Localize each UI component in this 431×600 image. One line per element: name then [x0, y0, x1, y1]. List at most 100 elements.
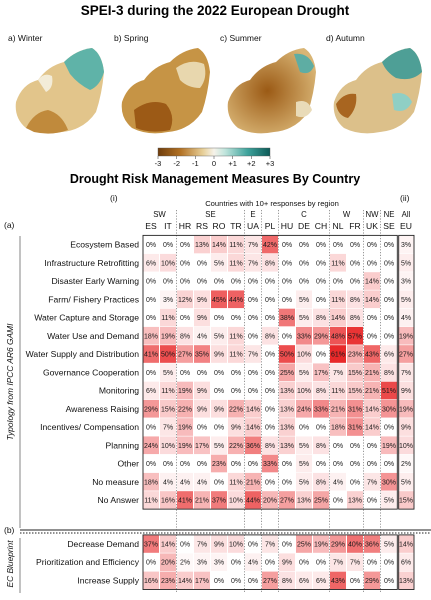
cell-value: 3% [401, 242, 411, 249]
cell-value: 29% [331, 542, 345, 549]
heatmap-cell [381, 381, 397, 400]
heatmap-cell [262, 454, 278, 473]
heatmap-cell [177, 253, 193, 272]
cell-value: 0% [282, 279, 292, 286]
colorbar-tick-label: -3 [155, 159, 162, 168]
heatmap-cell [279, 491, 295, 509]
heatmap-cell [245, 326, 261, 345]
heatmap-cell [228, 571, 244, 590]
heatmap-cell [364, 454, 380, 473]
heatmap-cell [347, 472, 363, 491]
heatmap-cell [347, 345, 363, 363]
heatmap-cell [347, 571, 363, 590]
cell-value: 7% [197, 542, 207, 549]
heatmap-cell [313, 553, 329, 571]
heatmap-cell [330, 535, 346, 553]
cell-value: 0% [299, 260, 309, 267]
heatmap-cell [381, 454, 397, 473]
blueprint-row-label: Prioritization and Efficiency [36, 557, 140, 567]
heatmap-cell [364, 363, 380, 382]
heatmap-cell [194, 571, 210, 590]
heatmap-cell [398, 345, 414, 363]
heatmap-cell [347, 381, 363, 400]
heatmap-cell [347, 553, 363, 571]
heatmap-cell [313, 454, 329, 473]
heatmap-cell [228, 253, 244, 272]
heatmap-cell [160, 571, 176, 590]
heatmap-cell [347, 535, 363, 553]
heatmap-cell [347, 436, 363, 455]
heatmap-cell [279, 326, 295, 345]
cell-value: 9% [214, 352, 224, 359]
cell-value: 0% [180, 315, 190, 322]
cell-value: 18% [144, 479, 158, 486]
heatmap-cell [194, 418, 210, 436]
heatmap-cell [364, 535, 380, 553]
heatmap-cell [143, 345, 159, 363]
cell-value: 0% [350, 461, 360, 468]
region-label: NE [384, 210, 395, 219]
heatmap-cell [381, 345, 397, 363]
cell-value: 19% [314, 542, 328, 549]
cell-value: 50% [280, 352, 294, 359]
cell-value: 5% [299, 461, 309, 468]
gami-row-label: Planning [106, 440, 140, 450]
cell-value: 4% [401, 315, 411, 322]
heatmap-cell [279, 436, 295, 455]
heatmap-cell [160, 399, 176, 418]
gami-row-label: Other [118, 459, 140, 469]
cell-value: 27% [178, 352, 192, 359]
gami-row-label: Farm/ Fishery Practices [48, 294, 139, 304]
heatmap-cell [296, 363, 312, 382]
frame-panel-i [142, 234, 398, 510]
cell-value: 42% [263, 242, 277, 249]
heatmap-cell [194, 535, 210, 553]
cell-value: 37% [212, 498, 226, 505]
cell-value: 4% [163, 479, 173, 486]
heatmap-cell [279, 253, 295, 272]
heatmap-cell [160, 326, 176, 345]
cell-value: 10% [229, 498, 243, 505]
cell-value: 0% [265, 479, 275, 486]
heatmap-cell [398, 308, 414, 327]
heatmap-cell [313, 235, 329, 254]
cell-value: 0% [248, 461, 258, 468]
cell-value: 40% [348, 542, 362, 549]
cell-value: 9% [231, 425, 241, 432]
cell-value: 0% [350, 443, 360, 450]
cell-value: 0% [146, 370, 156, 377]
cell-value: 7% [163, 425, 173, 432]
heatmap-cell [245, 535, 261, 553]
region-label: SW [153, 210, 166, 219]
cell-value: 5% [401, 297, 411, 304]
cell-value: 0% [146, 461, 156, 468]
cell-value: 8% [384, 370, 394, 377]
cell-value: 25% [280, 370, 294, 377]
heatmap-cell [194, 290, 210, 309]
gami-row-label: No Answer [97, 495, 139, 505]
cell-value: 5% [163, 370, 173, 377]
region-label: SE [205, 210, 215, 219]
heatmap-cell [211, 308, 227, 327]
heatmap-cell [177, 454, 193, 473]
frame-panel-ii [398, 234, 415, 510]
region-label: C [301, 210, 307, 219]
gami-row-label: Water Supply and Distribution [26, 349, 140, 359]
cell-value: 5% [299, 315, 309, 322]
heatmap-cell [143, 571, 159, 590]
cell-value: 41% [144, 352, 158, 359]
cell-value: 30% [382, 479, 396, 486]
cell-value: 0% [367, 242, 377, 249]
heatmap-cell [143, 535, 159, 553]
heatmap-cell [381, 491, 397, 509]
cell-value: 2% [401, 461, 411, 468]
cell-value: 13% [280, 443, 294, 450]
heatmap-cell [296, 326, 312, 345]
map-winter: a) Winter [4, 33, 108, 142]
cell-value: 0% [146, 425, 156, 432]
cell-value: 21% [365, 388, 379, 395]
heatmap-cell [228, 345, 244, 363]
cell-value: 0% [146, 242, 156, 249]
heatmap-cell [228, 418, 244, 436]
heatmap-cell [398, 472, 414, 491]
